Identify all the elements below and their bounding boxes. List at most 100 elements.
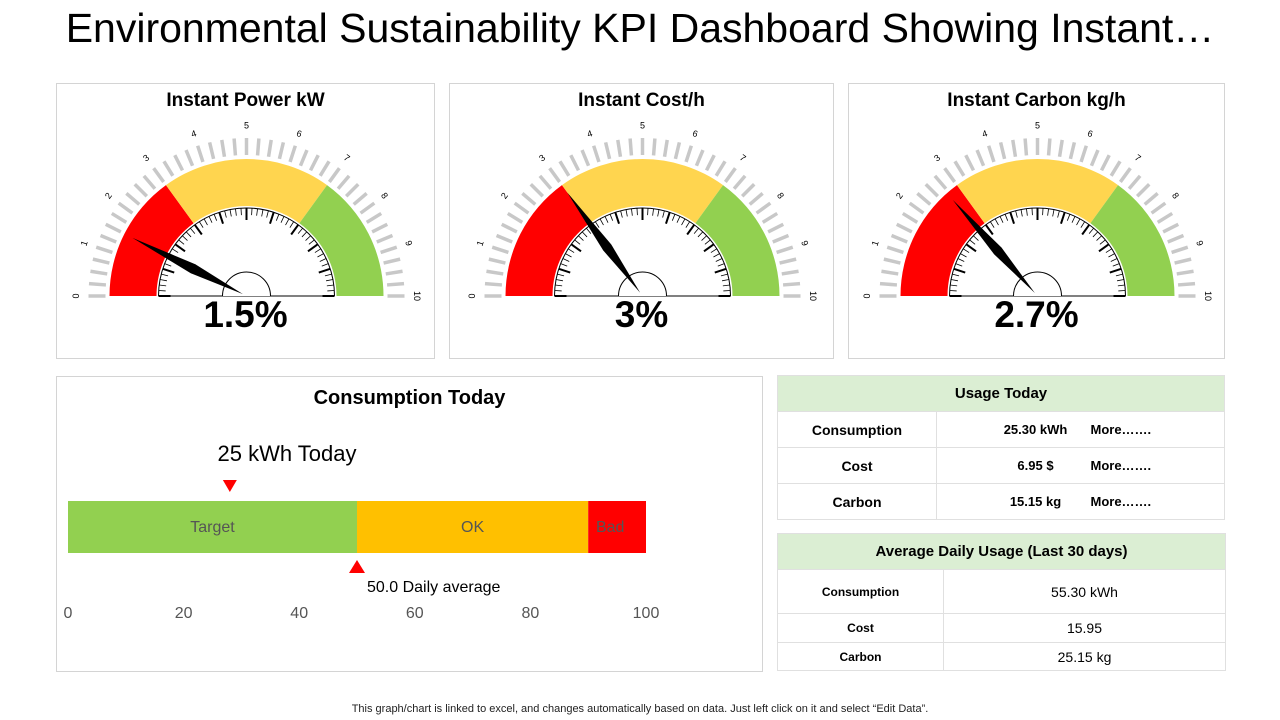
gauge-inner-tick xyxy=(599,218,604,226)
gauge-outer-tick xyxy=(975,149,986,167)
more-link[interactable]: More……. xyxy=(1090,422,1152,437)
gauge-inner-tick xyxy=(213,214,218,221)
gauge-outer-tick xyxy=(344,183,360,198)
gauge-tick-label: 1 xyxy=(79,239,90,247)
gauge-outer-tick xyxy=(99,233,117,244)
average-marker-icon xyxy=(349,560,365,573)
gauge-inner-tick xyxy=(1076,218,1081,226)
gauge-outer-tick xyxy=(1135,183,1151,198)
page-title: Environmental Sustainability KPI Dashboa… xyxy=(65,5,1215,51)
gauge-inner-tick xyxy=(1009,211,1015,225)
gauge-inner-tick xyxy=(1099,239,1106,245)
gauge-outer-tick xyxy=(987,145,996,163)
gauge-inner-tick xyxy=(574,239,581,245)
more-link[interactable]: More……. xyxy=(1090,458,1152,473)
gauge-inner-tick xyxy=(185,231,192,238)
gauge-inner-tick xyxy=(581,231,588,238)
gauge-inner-tick xyxy=(1092,231,1099,238)
gauge-outer-tick xyxy=(1176,269,1194,276)
usage-today-header: Usage Today xyxy=(777,375,1225,412)
gauge-outer-tick xyxy=(184,149,195,167)
gauge-needle xyxy=(132,237,243,295)
gauge-outer-tick xyxy=(513,201,530,215)
gauge-outer-tick xyxy=(365,211,383,224)
average-usage-table: Average Daily Usage (Last 30 days) Consu… xyxy=(777,533,1226,671)
gauge-inner-tick xyxy=(620,210,623,218)
gauge-inner-tick xyxy=(1015,210,1018,218)
gauge-inner-tick xyxy=(984,224,994,236)
gauge-inner-tick xyxy=(604,216,609,223)
usage-today-table: Usage Today Consumption 25.30 kWh More…….… xyxy=(777,375,1225,520)
gauge-inner-tick xyxy=(999,216,1004,223)
gauge-inner-tick xyxy=(701,235,707,241)
gauge-inner-tick xyxy=(567,248,575,253)
gauge-inner-tick xyxy=(1020,209,1023,217)
gauge-outer-tick xyxy=(943,167,957,183)
gauge-outer-tick xyxy=(110,211,128,224)
gauge-tick-label: 4 xyxy=(190,128,198,139)
gauge-inner-tick xyxy=(595,221,600,228)
gauge-inner-tick xyxy=(199,221,204,228)
gauge-outer-tick xyxy=(318,160,331,177)
gauge-tick-label: 6 xyxy=(691,128,699,139)
consumption-bar-red xyxy=(588,501,646,553)
gauge-inner-tick xyxy=(159,279,168,282)
gauge-inner-tick xyxy=(957,258,965,262)
table-row: Cost 15.95 xyxy=(777,613,1226,643)
x-tick-label: 40 xyxy=(290,605,308,622)
gauge-outer-tick xyxy=(1089,149,1100,167)
gauge-inner-tick xyxy=(558,267,571,274)
gauge-inner-tick xyxy=(994,218,999,226)
gauge-outer-tick xyxy=(207,141,216,160)
gauge-inner-tick xyxy=(307,243,319,253)
gauge-tick-label: 8 xyxy=(1170,191,1181,201)
gauge-inner-tick xyxy=(319,258,327,262)
today-marker-icon xyxy=(222,480,237,492)
gauge-cost: 0 1 2 3 4 5 6 7 8 9 10 xyxy=(467,120,818,301)
gauge-inner-tick xyxy=(321,263,329,267)
gauge-inner-tick xyxy=(305,235,311,241)
gauge-outer-tick xyxy=(558,160,571,177)
gauge-inner-tick xyxy=(631,208,633,216)
more-link[interactable]: More……. xyxy=(1090,494,1152,509)
gauge-power: 0 1 2 3 4 5 6 7 8 9 10 xyxy=(71,120,422,301)
gauge-outer-tick xyxy=(953,160,966,177)
x-tick-label: 80 xyxy=(522,605,540,622)
gauge-inner-tick xyxy=(164,263,172,267)
gauge-inner-tick xyxy=(950,284,958,287)
consumption-bar-label: Bad xyxy=(596,519,624,536)
gauge-inner-tick xyxy=(614,211,620,225)
gauge-inner-tick xyxy=(609,214,614,221)
gauge-tick-label: 5 xyxy=(244,120,249,130)
gauge-outer-tick xyxy=(538,174,553,190)
gauge-tick-label: 5 xyxy=(1035,120,1040,130)
gauge-tick-label: 3 xyxy=(932,152,942,163)
gauge-inner-tick xyxy=(1081,224,1091,236)
gauge-outer-tick xyxy=(714,160,727,177)
x-tick-label: 60 xyxy=(406,605,424,622)
gauge-tick-label: 8 xyxy=(379,191,390,201)
gauge-outer-tick xyxy=(1171,245,1189,255)
consumption-bar-label: OK xyxy=(461,519,484,536)
gauge-inner-tick xyxy=(1004,214,1009,221)
gauge-outer-tick xyxy=(569,154,581,172)
gauge-outer-tick xyxy=(908,201,925,215)
table-row: Carbon 15.15 kg More……. xyxy=(777,483,1225,520)
gauge-inner-tick xyxy=(159,284,167,287)
gauge-inner-tick xyxy=(297,227,303,234)
gauge-needle xyxy=(952,199,1035,293)
gauge-inner-tick xyxy=(714,267,727,274)
gauge-outer-tick xyxy=(1118,167,1132,183)
gauge-tick-label: 5 xyxy=(640,120,645,130)
gauge-outer-tick xyxy=(506,211,524,224)
gauge-outer-tick xyxy=(327,167,341,183)
gauge-title: Instant Power kW xyxy=(166,90,325,111)
gauge-outer-tick xyxy=(385,269,403,276)
row-label: Carbon xyxy=(777,483,937,520)
gauge-outer-tick xyxy=(881,269,899,276)
gauge-outer-tick xyxy=(152,167,166,183)
gauge-inner-tick xyxy=(652,208,654,216)
gauge-outer-tick xyxy=(220,139,227,158)
gauge-outer-tick xyxy=(723,167,737,183)
gauge-inner-tick xyxy=(224,210,227,218)
